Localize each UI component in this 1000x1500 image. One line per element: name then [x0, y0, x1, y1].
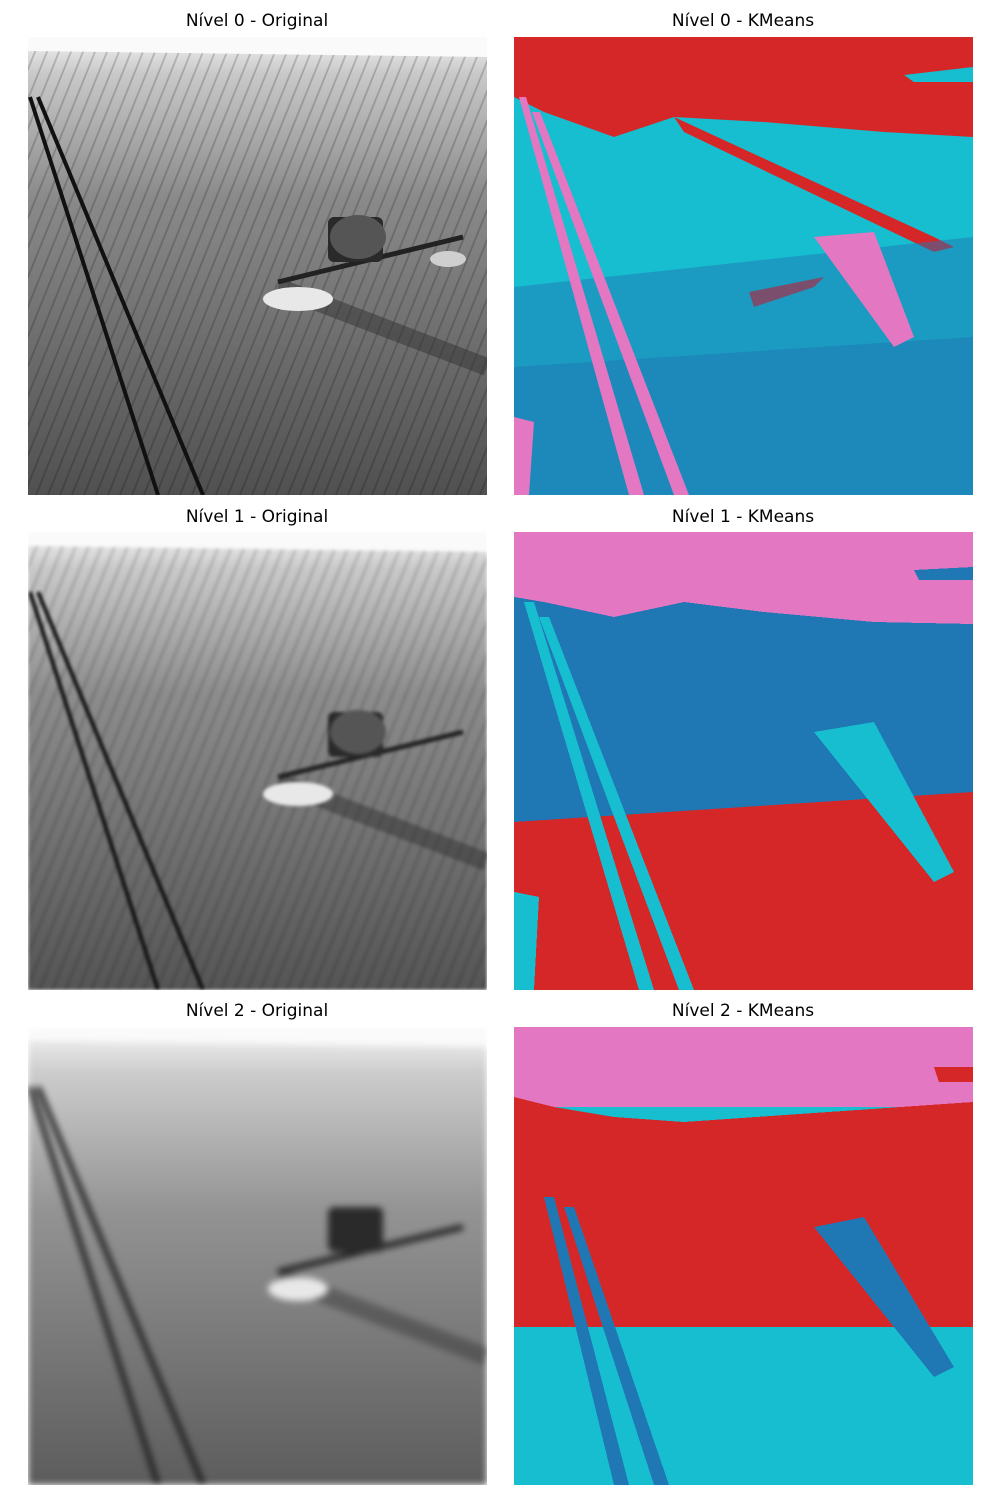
panel-title-level0-kmeans: Nível 0 - KMeans — [671, 11, 815, 31]
level0-kmeans-segmentation — [514, 37, 973, 495]
panel-title-level2-kmeans: Nível 2 - KMeans — [671, 1001, 815, 1021]
level2-original-image — [28, 1027, 487, 1485]
level0-original-image — [28, 37, 487, 495]
panel-title-level2-original: Nível 2 - Original — [185, 1001, 329, 1021]
panel-title-level1-kmeans: Nível 1 - KMeans — [671, 507, 815, 527]
level1-original-image — [28, 532, 487, 990]
level2-kmeans-segmentation — [514, 1027, 973, 1485]
panel-title-level0-original: Nível 0 - Original — [185, 11, 329, 31]
level1-kmeans-segmentation — [514, 532, 973, 990]
panel-title-level1-original: Nível 1 - Original — [185, 507, 329, 527]
